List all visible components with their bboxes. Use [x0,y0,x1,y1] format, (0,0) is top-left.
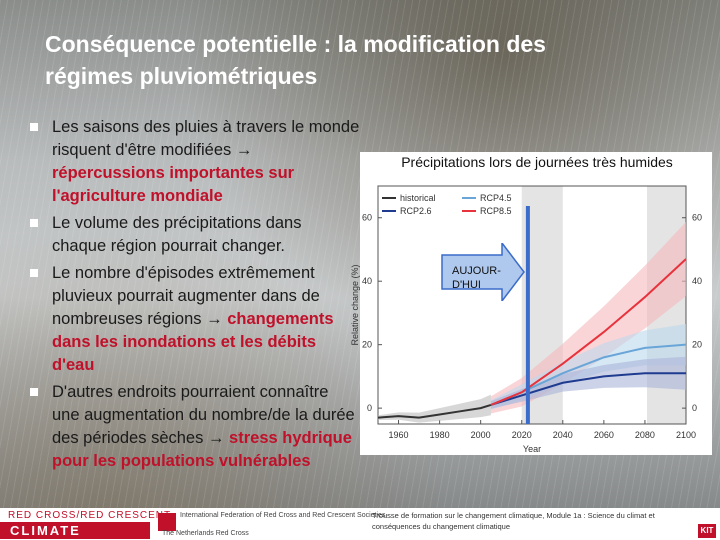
bullet-item: Les saisons des pluies à travers le mond… [30,116,360,208]
bullet-item: Le nombre d'épisodes extrêmement pluvieu… [30,262,360,377]
series-line [377,404,492,419]
bullet-text: Le nombre d'épisodes extrêmement pluvieu… [52,264,320,328]
series-line [490,258,687,406]
y-tick-label: 20 [362,340,372,350]
y-tick-label: 60 [692,213,702,223]
bullet-square-icon [30,269,38,277]
right-arrow-icon: → [207,429,225,447]
uncertainty-band [490,356,686,409]
x-tick-label: 2000 [471,430,491,440]
plot-frame [377,185,687,425]
legend-label: RCP2.6 [400,206,432,216]
title-line-2: régimes pluviométriques [45,63,318,89]
uncertainty-band [490,221,686,414]
y-tick-label: 40 [692,276,702,286]
x-tick-label: 2060 [594,430,614,440]
bullet-text: Le volume des précipitations dans chaque… [52,214,302,255]
slide-title: Conséquence potentielle : la modificatio… [45,28,685,92]
y-tick-label: 60 [362,213,372,223]
netherlands-red-cross-name: The Netherlands Red Cross [162,530,249,537]
bullet-square-icon [30,388,38,396]
footer-note: Trousse de formation sur le changement c… [372,511,655,531]
y-axis-label: Relative change (%) [350,264,360,345]
legend-label: RCP4.5 [480,193,512,203]
bullet-square-icon [30,219,38,227]
bullet-item: D'autres endroits pourraient connaître u… [30,381,360,473]
legend-label: RCP8.5 [480,206,512,216]
bullet-list: Les saisons des pluies à travers le mond… [30,116,360,477]
x-tick-label: 2040 [553,430,573,440]
x-axis-label: Year [523,444,541,454]
y-tick-label: 40 [362,276,372,286]
series-line [490,372,686,406]
chart-title: Précipitations lors de journées très hum… [401,154,673,170]
bullet-square-icon [30,123,38,131]
bullet-highlight: changements dans les inondations et les … [52,310,334,374]
right-arrow-icon: → [206,310,223,328]
x-tick-label: 2080 [635,430,655,440]
kit-logo: KIT [698,524,716,538]
bullet-text: D'autres endroits pourraient connaître u… [52,383,355,447]
bullet-text: Les saisons des pluies à travers le mond… [52,118,360,159]
ifrc-logo [158,513,176,531]
climate-centre-top-text: RED CROSS/RED CRESCENT [8,510,172,521]
x-tick-label: 2100 [676,430,696,440]
legend-label: historical [400,193,436,203]
y-tick-label: 20 [692,340,702,350]
y-tick-label: 0 [692,403,697,413]
title-line-1: Conséquence potentielle : la modificatio… [45,31,546,57]
right-arrow-icon: → [235,141,253,159]
bullet-highlight: stress hydrique pour les populations vul… [52,429,352,470]
bullet-highlight: répercussions importantes sur l'agricult… [52,164,295,205]
today-arrow-icon [441,243,525,301]
x-tick-label: 1960 [389,430,409,440]
climate-centre-logo: CLIMATE CENTRE [0,522,150,539]
x-tick-label: 1980 [430,430,450,440]
ifrc-name: International Federation of Red Cross an… [180,512,386,519]
y-tick-label: 0 [367,403,372,413]
bullet-item: Le volume des précipitations dans chaque… [30,212,360,258]
today-label: AUJOUR-D'HUI [452,265,501,291]
x-tick-label: 2020 [512,430,532,440]
